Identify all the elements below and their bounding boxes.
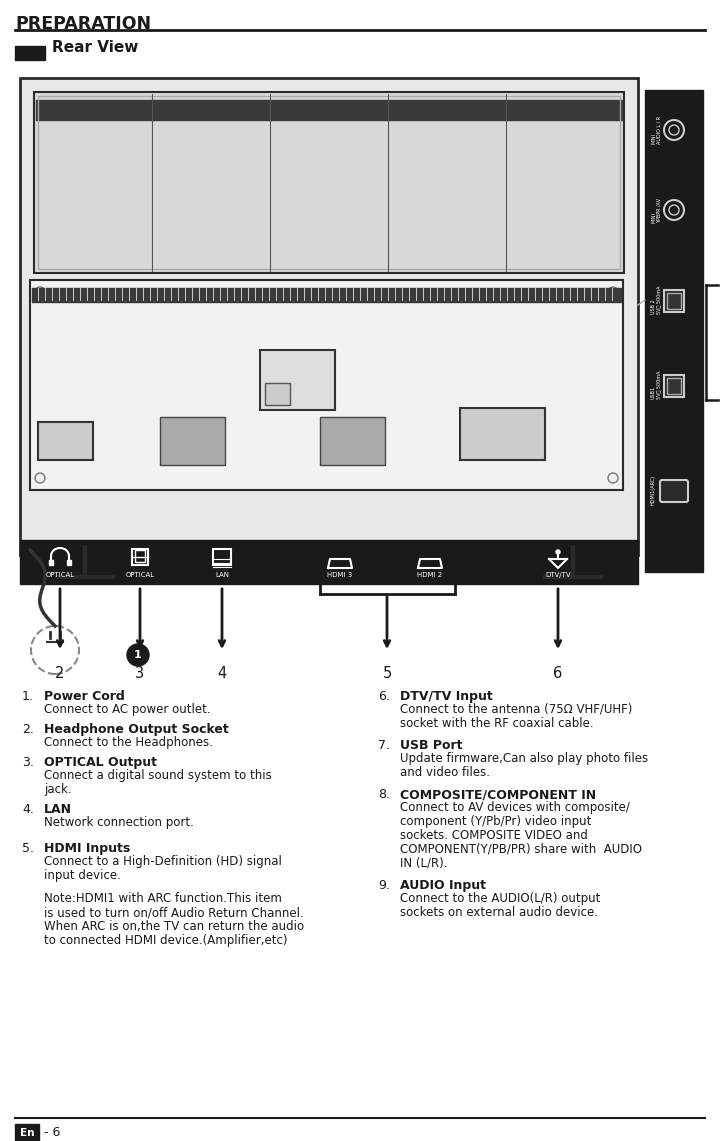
Text: jack.: jack. (44, 783, 71, 796)
Text: USB 2
5V⏜ 500mA: USB 2 5V⏜ 500mA (651, 285, 662, 314)
Text: Note:HDMI1 with ARC function.This item: Note:HDMI1 with ARC function.This item (44, 892, 282, 905)
Bar (38, 422, 93, 460)
Text: - 6: - 6 (44, 1126, 60, 1140)
Text: HDMI1(ARC): HDMI1(ARC) (651, 475, 656, 505)
Bar (265, 383, 290, 405)
Bar (20, 540, 638, 584)
Text: USB Port: USB Port (400, 739, 462, 752)
Bar (460, 408, 545, 460)
Text: 8.: 8. (378, 788, 390, 801)
Text: Connect to the Headphones.: Connect to the Headphones. (44, 736, 213, 748)
Text: DTV/TV: DTV/TV (545, 572, 571, 578)
Bar (34, 92, 624, 273)
Text: 5: 5 (382, 666, 392, 681)
Circle shape (556, 550, 560, 555)
Bar (320, 416, 385, 466)
Text: Headphone Output Socket: Headphone Output Socket (44, 723, 229, 736)
Text: DTV/TV Input: DTV/TV Input (400, 690, 492, 703)
Bar (36, 100, 622, 120)
Bar (160, 416, 225, 466)
Text: OPTICAL: OPTICAL (125, 572, 155, 578)
Text: sockets. COMPOSITE VIDEO and: sockets. COMPOSITE VIDEO and (400, 830, 588, 842)
Text: MINI
AUDIO L / R: MINI AUDIO L / R (651, 116, 662, 144)
Bar (49, 560, 53, 565)
Text: Connect to the antenna (75Ω VHF/UHF): Connect to the antenna (75Ω VHF/UHF) (400, 703, 632, 717)
Bar (645, 90, 703, 572)
Text: Power Cord: Power Cord (44, 690, 125, 703)
Bar (135, 550, 145, 563)
Bar (30, 280, 623, 489)
Text: HDMI 3: HDMI 3 (328, 572, 353, 578)
Bar (667, 293, 681, 309)
Bar (132, 549, 148, 565)
Text: Connect a digital sound system to this: Connect a digital sound system to this (44, 769, 271, 782)
Bar (664, 375, 684, 397)
Text: socket with the RF coaxial cable.: socket with the RF coaxial cable. (400, 717, 593, 730)
Text: 6.: 6. (378, 690, 390, 703)
Circle shape (127, 644, 149, 666)
FancyBboxPatch shape (660, 480, 688, 502)
Text: When ARC is on,the TV can return the audio: When ARC is on,the TV can return the aud… (44, 920, 304, 933)
Text: OPTICAL Output: OPTICAL Output (44, 756, 157, 769)
Text: 5.: 5. (22, 842, 34, 855)
Text: En: En (19, 1128, 35, 1138)
Text: and video files.: and video files. (400, 766, 490, 779)
Text: 4.: 4. (22, 803, 34, 816)
Text: LAN: LAN (215, 572, 229, 578)
Text: USB1
5V⏜ 500mA: USB1 5V⏜ 500mA (651, 371, 662, 399)
Bar (15, 46, 45, 60)
Bar (260, 350, 335, 410)
Text: HDMI 2: HDMI 2 (418, 572, 443, 578)
Bar (32, 288, 621, 302)
Text: sockets on external audio device.: sockets on external audio device. (400, 906, 598, 919)
Text: COMPOSITE/COMPONENT IN: COMPOSITE/COMPONENT IN (400, 788, 596, 801)
Text: COMPONENT(Y/PB/PR) share with  AUDIO: COMPONENT(Y/PB/PR) share with AUDIO (400, 843, 642, 856)
Text: 6: 6 (554, 666, 562, 681)
Text: MINI
YPBPR /AV: MINI YPBPR /AV (651, 197, 662, 222)
Bar (213, 549, 231, 565)
Text: 3: 3 (135, 666, 145, 681)
Bar (664, 290, 684, 311)
Text: 7.: 7. (378, 739, 390, 752)
Bar (38, 96, 620, 269)
Text: Connect to AV devices with composite/: Connect to AV devices with composite/ (400, 801, 630, 814)
Text: AUDIO Input: AUDIO Input (400, 879, 486, 892)
Bar (20, 78, 638, 555)
Text: Connect to a High-Definition (HD) signal: Connect to a High-Definition (HD) signal (44, 855, 282, 868)
Text: PREPARATION: PREPARATION (15, 15, 151, 33)
Text: Update firmware,Can also play photo files: Update firmware,Can also play photo file… (400, 752, 648, 764)
Text: Rear View: Rear View (52, 40, 138, 56)
Text: 1.: 1. (22, 690, 34, 703)
Text: 2: 2 (55, 666, 65, 681)
Bar (67, 560, 71, 565)
Text: 9.: 9. (378, 879, 390, 892)
Text: IN (L/R).: IN (L/R). (400, 857, 448, 869)
Text: is used to turn on/off Audio Return Channel.: is used to turn on/off Audio Return Chan… (44, 906, 304, 919)
Text: to connected HDMI device.(Amplifier,etc): to connected HDMI device.(Amplifier,etc) (44, 934, 287, 947)
Text: Network connection port.: Network connection port. (44, 816, 194, 830)
Text: LAN: LAN (44, 803, 72, 816)
Text: 2.: 2. (22, 723, 34, 736)
Text: 4: 4 (217, 666, 227, 681)
Text: input device.: input device. (44, 869, 121, 882)
Text: Connect to the AUDIO(L/R) output: Connect to the AUDIO(L/R) output (400, 892, 600, 905)
Text: 1: 1 (134, 650, 142, 659)
Text: HDMI Inputs: HDMI Inputs (44, 842, 130, 855)
Bar (667, 378, 681, 394)
Text: component (Y/Pb/Pr) video input: component (Y/Pb/Pr) video input (400, 815, 591, 828)
Text: Connect to AC power outlet.: Connect to AC power outlet. (44, 703, 211, 717)
Text: OPTICAL: OPTICAL (45, 572, 75, 578)
Text: 3.: 3. (22, 756, 34, 769)
Bar (15, 1124, 39, 1141)
